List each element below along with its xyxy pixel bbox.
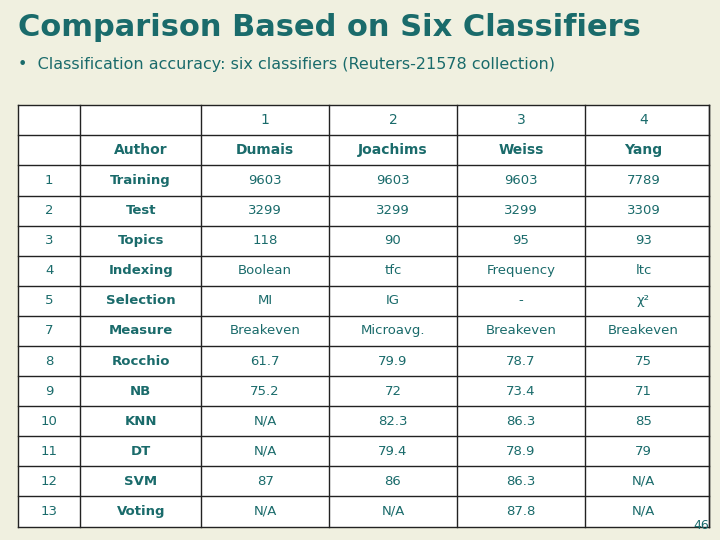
Text: 61.7: 61.7 — [251, 355, 280, 368]
Text: 12: 12 — [40, 475, 58, 488]
Text: Measure: Measure — [109, 325, 173, 338]
Text: 1: 1 — [45, 174, 53, 187]
Text: 13: 13 — [40, 505, 58, 518]
Text: 9603: 9603 — [248, 174, 282, 187]
Text: Training: Training — [110, 174, 171, 187]
Text: tfc: tfc — [384, 264, 402, 277]
Text: 3299: 3299 — [504, 204, 538, 217]
Text: Rocchio: Rocchio — [112, 355, 170, 368]
Text: 7: 7 — [45, 325, 53, 338]
Text: •  Classification accuracy: six classifiers (Reuters-21578 collection): • Classification accuracy: six classifie… — [18, 57, 555, 72]
Text: KNN: KNN — [125, 415, 157, 428]
Text: Dumais: Dumais — [236, 144, 294, 158]
Text: 75: 75 — [635, 355, 652, 368]
Text: 78.9: 78.9 — [506, 445, 536, 458]
Text: N/A: N/A — [632, 475, 655, 488]
Text: 87: 87 — [256, 475, 274, 488]
Text: 2: 2 — [389, 113, 397, 127]
Text: 3309: 3309 — [626, 204, 660, 217]
Text: 86: 86 — [384, 475, 401, 488]
Text: MI: MI — [258, 294, 273, 307]
Text: 4: 4 — [639, 113, 648, 127]
Text: 8: 8 — [45, 355, 53, 368]
Text: NB: NB — [130, 384, 151, 397]
Text: Yang: Yang — [624, 144, 662, 158]
Text: χ²: χ² — [637, 294, 650, 307]
Text: 79: 79 — [635, 445, 652, 458]
Text: 5: 5 — [45, 294, 53, 307]
Text: Voting: Voting — [117, 505, 165, 518]
Text: ltc: ltc — [635, 264, 652, 277]
Text: Breakeven: Breakeven — [608, 325, 679, 338]
Text: 3299: 3299 — [248, 204, 282, 217]
Text: 9603: 9603 — [504, 174, 538, 187]
Text: Joachims: Joachims — [358, 144, 428, 158]
Text: 10: 10 — [40, 415, 58, 428]
Text: 79.9: 79.9 — [378, 355, 408, 368]
Text: 78.7: 78.7 — [506, 355, 536, 368]
Text: 85: 85 — [635, 415, 652, 428]
Text: Breakeven: Breakeven — [230, 325, 300, 338]
Text: SVM: SVM — [124, 475, 157, 488]
Text: N/A: N/A — [253, 445, 276, 458]
Text: 9603: 9603 — [376, 174, 410, 187]
Text: Microavg.: Microavg. — [361, 325, 426, 338]
Text: 11: 11 — [40, 445, 58, 458]
Text: 73.4: 73.4 — [506, 384, 536, 397]
Text: 86.3: 86.3 — [506, 475, 536, 488]
Text: 82.3: 82.3 — [378, 415, 408, 428]
Text: 4: 4 — [45, 264, 53, 277]
Text: 86.3: 86.3 — [506, 415, 536, 428]
Text: IG: IG — [386, 294, 400, 307]
Text: 79.4: 79.4 — [378, 445, 408, 458]
Text: 87.8: 87.8 — [506, 505, 536, 518]
Text: 95: 95 — [513, 234, 529, 247]
Text: 3: 3 — [516, 113, 525, 127]
Text: Indexing: Indexing — [108, 264, 173, 277]
Text: Author: Author — [114, 144, 168, 158]
Text: 9: 9 — [45, 384, 53, 397]
Text: Selection: Selection — [106, 294, 176, 307]
Text: 7789: 7789 — [626, 174, 660, 187]
Text: 3299: 3299 — [376, 204, 410, 217]
Text: 71: 71 — [635, 384, 652, 397]
Text: N/A: N/A — [253, 415, 276, 428]
Text: Frequency: Frequency — [486, 264, 555, 277]
Text: N/A: N/A — [632, 505, 655, 518]
Text: Test: Test — [125, 204, 156, 217]
Text: Breakeven: Breakeven — [485, 325, 557, 338]
Text: 2: 2 — [45, 204, 53, 217]
Text: -: - — [518, 294, 523, 307]
Text: 75.2: 75.2 — [251, 384, 280, 397]
Text: 93: 93 — [635, 234, 652, 247]
Text: N/A: N/A — [382, 505, 405, 518]
Text: Weiss: Weiss — [498, 144, 544, 158]
Text: N/A: N/A — [253, 505, 276, 518]
Text: 46: 46 — [693, 519, 709, 532]
Text: 90: 90 — [384, 234, 401, 247]
Text: Boolean: Boolean — [238, 264, 292, 277]
Text: 118: 118 — [253, 234, 278, 247]
Text: Comparison Based on Six Classifiers: Comparison Based on Six Classifiers — [18, 14, 641, 43]
Text: 3: 3 — [45, 234, 53, 247]
Text: DT: DT — [130, 445, 150, 458]
Text: Topics: Topics — [117, 234, 164, 247]
Text: 72: 72 — [384, 384, 402, 397]
Text: 1: 1 — [261, 113, 269, 127]
